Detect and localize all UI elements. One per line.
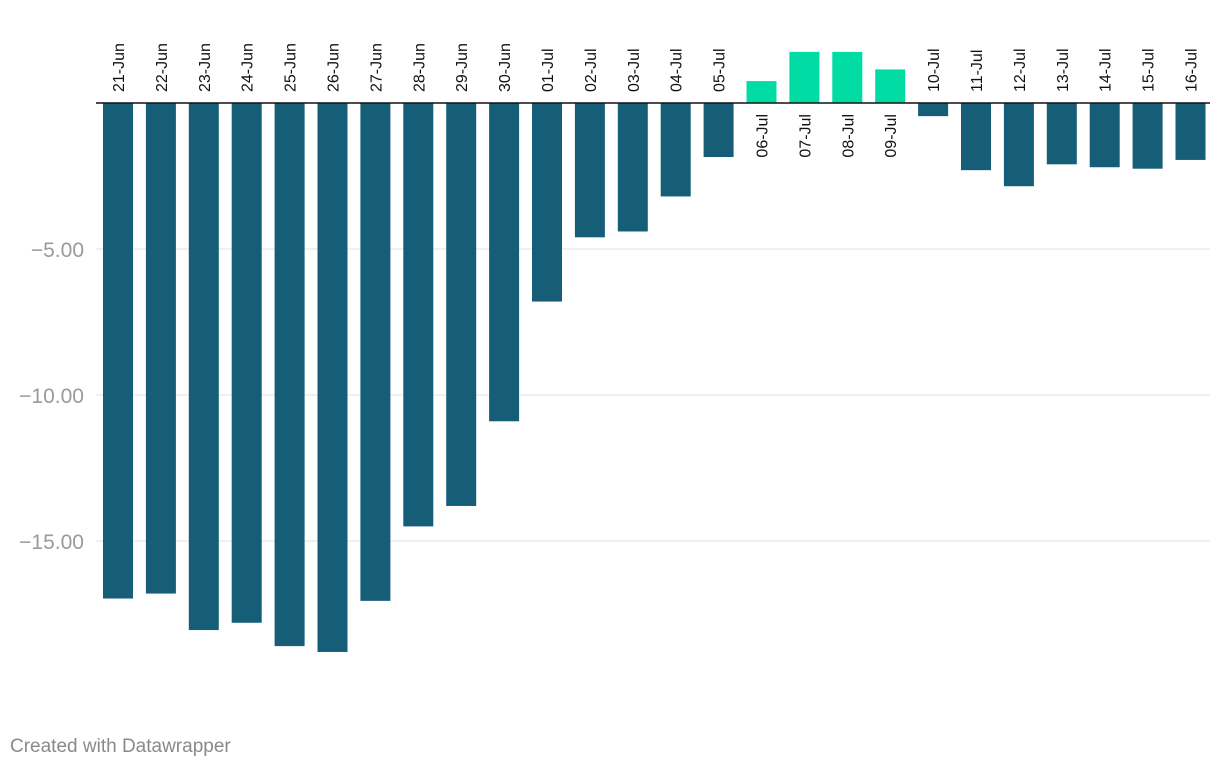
category-label-01-Jul: 01-Jul xyxy=(540,48,557,92)
bar-16-Jul xyxy=(1175,103,1206,160)
category-label-26-Jun: 26-Jun xyxy=(326,43,343,92)
bar-27-Jun xyxy=(360,103,391,601)
category-label-08-Jul: 08-Jul xyxy=(840,114,857,158)
category-label-29-Jun: 29-Jun xyxy=(454,43,471,92)
bar-28-Jun xyxy=(403,103,434,527)
category-label-21-Jun: 21-Jun xyxy=(111,43,128,92)
category-label-27-Jun: 27-Jun xyxy=(368,43,385,92)
bar-09-Jul xyxy=(875,69,906,103)
category-label-14-Jul: 14-Jul xyxy=(1098,48,1115,92)
bar-01-Jul xyxy=(532,103,562,302)
category-label-07-Jul: 07-Jul xyxy=(797,114,814,158)
bar-29-Jun xyxy=(446,103,477,506)
category-label-02-Jul: 02-Jul xyxy=(583,48,600,92)
category-label-28-Jun: 28-Jun xyxy=(411,43,428,92)
category-label-24-Jun: 24-Jun xyxy=(240,43,257,92)
y-tick-label: −15.00 xyxy=(19,531,84,554)
bar-15-Jul xyxy=(1132,103,1163,169)
bar-08-Jul xyxy=(832,51,863,103)
category-labels: 21-Jun 22-Jun 23-Jun 24-Jun 25-Jun 26-Jun 27-J… xyxy=(111,43,1201,158)
bar-14-Jul xyxy=(1089,103,1120,168)
bar-05-Jul xyxy=(703,103,734,158)
bar-22-Jun xyxy=(145,103,176,594)
bar-03-Jul xyxy=(617,103,648,232)
bar-25-Jun xyxy=(274,103,305,647)
bars xyxy=(103,51,1206,652)
bar-30-Jun xyxy=(489,103,520,422)
category-label-10-Jul: 10-Jul xyxy=(926,48,943,92)
bar-12-Jul xyxy=(1003,103,1034,187)
category-label-13-Jul: 13-Jul xyxy=(1055,48,1072,92)
bar-13-Jul xyxy=(1046,103,1077,165)
bar-21-Jun xyxy=(103,103,133,599)
category-label-06-Jul: 06-Jul xyxy=(755,114,772,158)
category-label-22-Jun: 22-Jun xyxy=(154,43,171,92)
category-label-09-Jul: 09-Jul xyxy=(883,114,900,158)
bar-10-Jul xyxy=(918,103,949,117)
category-label-11-Jul: 11-Jul xyxy=(969,50,986,92)
category-label-15-Jul: 15-Jul xyxy=(1141,48,1158,92)
bar-02-Jul xyxy=(574,103,605,238)
bar-04-Jul xyxy=(660,103,691,197)
category-label-25-Jun: 25-Jun xyxy=(283,43,300,92)
category-label-03-Jul: 03-Jul xyxy=(626,48,643,92)
category-label-04-Jul: 04-Jul xyxy=(669,48,686,92)
category-label-23-Jun: 23-Jun xyxy=(197,43,214,92)
category-label-05-Jul: 05-Jul xyxy=(712,48,729,92)
bar-11-Jul xyxy=(961,103,991,171)
bar-07-Jul xyxy=(789,51,820,103)
bar-23-Jun xyxy=(188,103,219,631)
bar-24-Jun xyxy=(231,103,262,623)
category-label-30-Jun: 30-Jun xyxy=(497,43,514,92)
bar-26-Jun xyxy=(317,103,348,652)
bar-06-Jul xyxy=(746,81,777,103)
category-label-12-Jul: 12-Jul xyxy=(1012,48,1029,92)
y-tick-label: −5.00 xyxy=(31,239,84,262)
y-tick-label: −10.00 xyxy=(19,385,84,408)
category-label-16-Jul: 16-Jul xyxy=(1184,48,1201,92)
footer-credit: Created with Datawrapper xyxy=(10,736,231,757)
